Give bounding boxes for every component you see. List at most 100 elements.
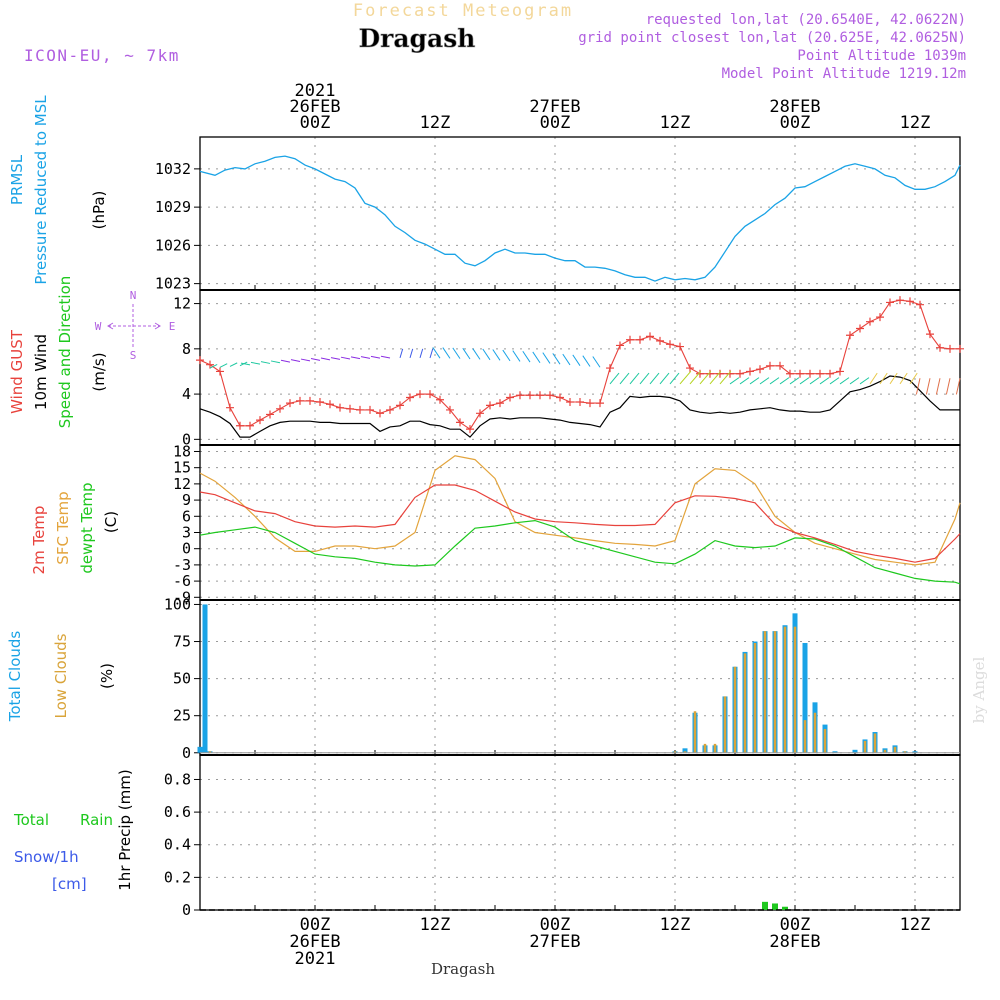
rain-bar xyxy=(772,903,778,910)
clouds-panel: 0 25 50 75 100 xyxy=(164,595,961,762)
gust-marker xyxy=(796,369,804,378)
wind-direction-arrow xyxy=(935,378,941,395)
wind-direction-arrow xyxy=(240,362,251,366)
wind-speed-line xyxy=(199,375,960,438)
gust-marker xyxy=(746,367,754,376)
gust-marker xyxy=(496,399,504,408)
gust-marker xyxy=(406,393,414,402)
dewpt-label: dewpt Temp xyxy=(78,482,96,573)
wind-direction-arrow xyxy=(350,356,361,360)
top-time-label: 26FEB xyxy=(289,97,340,117)
wind-direction-arrow xyxy=(945,378,951,395)
gust-marker xyxy=(376,409,384,418)
y-tick-label: 6 xyxy=(182,507,191,525)
gust-marker xyxy=(906,297,914,306)
gust-marker xyxy=(236,421,244,430)
wind-direction-arrow xyxy=(330,357,341,360)
precip-panel: 0 0.2 0.4 0.6 0.8 xyxy=(164,754,961,919)
bottom-time-label: 12Z xyxy=(660,915,691,935)
gust-marker xyxy=(476,409,484,418)
wind-direction-arrow xyxy=(889,372,898,385)
wind-label: 10m Wind xyxy=(32,334,50,410)
low-cloud-bar xyxy=(783,626,787,753)
grid-coords: grid point closest lon,lat (20.625E, 42.… xyxy=(578,30,966,46)
precip-unit: 1hr Precip (mm) xyxy=(116,769,134,890)
top-time-label: 27FEB xyxy=(529,97,580,117)
rain-bar xyxy=(782,906,788,910)
wind-direction-arrow xyxy=(955,378,961,395)
wind-panel: 0 4 8 12 xyxy=(173,289,961,448)
gust-marker xyxy=(536,391,544,400)
wind-direction-arrow xyxy=(219,363,228,368)
wind-direction-arrow xyxy=(609,372,620,385)
clouds-unit: (%) xyxy=(98,663,116,689)
wind-direction-arrow xyxy=(819,377,830,385)
y-tick-label: 12 xyxy=(173,295,191,313)
model-label: ICON-EU, ~ 7km xyxy=(24,46,180,65)
total-cloud-bar xyxy=(197,746,203,753)
low-cloud-bar xyxy=(683,751,687,753)
y-tick-label: 0 xyxy=(182,744,191,762)
wind-direction-arrow xyxy=(542,352,551,364)
wind-direction-arrow xyxy=(769,377,780,385)
pressure-unit: (hPa) xyxy=(90,191,108,230)
wind-direction-arrow xyxy=(380,355,391,359)
wind-direction-arrow xyxy=(899,372,908,385)
gust-marker xyxy=(486,401,494,410)
total-cloud-bar xyxy=(682,748,688,753)
bottom-time-label: 12Z xyxy=(420,915,451,935)
low-clouds-label: Low Clouds xyxy=(52,633,70,718)
wind-direction-arrow xyxy=(689,370,702,385)
wind-direction-arrow xyxy=(280,359,291,363)
low-cloud-bar xyxy=(813,712,817,753)
gust-marker xyxy=(766,361,774,370)
gust-marker xyxy=(656,336,664,345)
gust-marker xyxy=(666,340,674,349)
compass-e-label: E xyxy=(169,320,176,333)
gust-marker xyxy=(266,410,274,419)
y-tick-label: 8 xyxy=(182,340,191,358)
pressure-frame xyxy=(199,136,961,291)
precip-frame xyxy=(199,754,961,911)
wind-direction-arrow xyxy=(340,356,351,360)
wind-direction-arrow xyxy=(849,377,860,385)
bottom-time-label: 00Z xyxy=(300,915,331,935)
gust-marker xyxy=(416,390,424,399)
snow-label: Snow/1h xyxy=(14,848,79,866)
wind-direction-arrow xyxy=(709,370,722,385)
gust-marker xyxy=(216,367,224,376)
gust-marker xyxy=(226,403,234,412)
gust-marker xyxy=(206,360,214,369)
top-time-label: 12Z xyxy=(660,113,691,133)
wind-direction-arrow xyxy=(482,348,491,361)
bottom-time-label: 2021 xyxy=(295,949,336,969)
low-cloud-bar xyxy=(673,751,677,753)
y-tick-label: -6 xyxy=(173,572,191,590)
gust-marker xyxy=(776,361,784,370)
gust-marker xyxy=(756,365,764,374)
wind-direction-arrow xyxy=(310,358,321,361)
wind-direction-arrow xyxy=(859,377,870,385)
dewpt-line xyxy=(199,519,961,585)
gust-marker xyxy=(606,364,614,373)
wind-direction-arrow xyxy=(659,372,670,385)
y-tick-label: -9 xyxy=(173,588,191,606)
compass-arrow-e xyxy=(154,322,161,330)
compass-diagram: N S W E xyxy=(95,289,176,362)
gust-marker xyxy=(946,344,954,353)
top-time-label: 12Z xyxy=(420,113,451,133)
low-cloud-bar xyxy=(703,743,707,753)
gust-marker xyxy=(956,344,964,353)
y-tick-label: 3 xyxy=(182,523,191,541)
point-altitude: Point Altitude 1039m xyxy=(797,48,966,64)
y-tick-label: 25 xyxy=(173,707,191,725)
gust-marker xyxy=(196,356,204,365)
top-time-label: 12Z xyxy=(900,113,931,133)
y-tick-label: 4 xyxy=(182,385,191,403)
compass-arrow-w xyxy=(107,322,114,330)
low-cloud-bar xyxy=(713,743,717,753)
sfc-temp-label: SFC Temp xyxy=(54,491,72,564)
wind-direction-arrow xyxy=(270,360,281,364)
gust-marker xyxy=(356,405,364,414)
